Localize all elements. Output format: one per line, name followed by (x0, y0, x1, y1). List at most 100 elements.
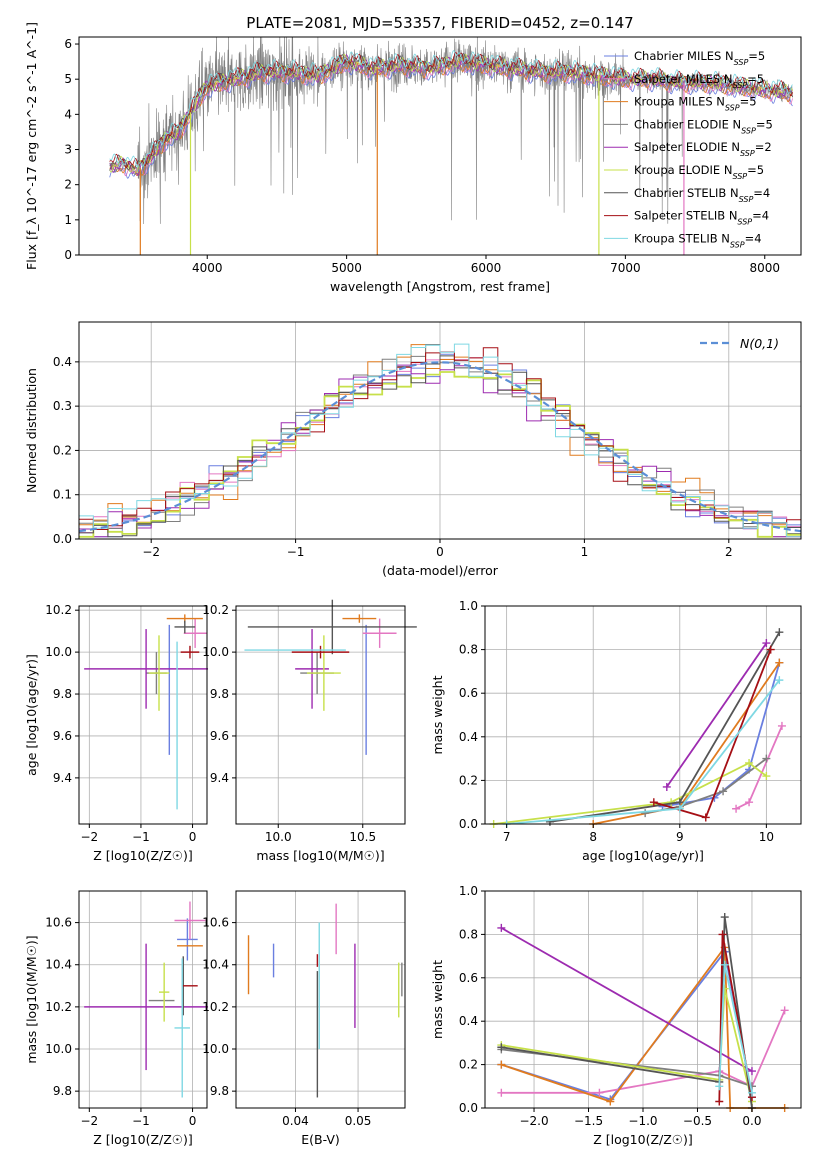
mass-weight-marker (747, 1088, 756, 1097)
y-tick-label: 0.2 (459, 1058, 478, 1072)
residual-histogram (79, 371, 801, 538)
spectrum-model-line (109, 54, 793, 176)
y-tick-label: 9.8 (210, 687, 229, 701)
mass-weight-line (666, 642, 768, 788)
mass-weight-marker (745, 758, 754, 767)
y-tick-label: 1 (64, 213, 72, 227)
y-tick-label: 10.0 (45, 645, 72, 659)
mass-weight-marker (701, 813, 710, 822)
mass-weight-marker (766, 645, 775, 654)
x-tick-label: 9 (676, 830, 684, 844)
x-tick-label: −2 (142, 545, 160, 559)
x-axis-label: Z [log10(Z/Z☉)] (93, 1132, 193, 1147)
mass-weight-marker (762, 754, 771, 763)
x-axis-label: E(B-V) (301, 1132, 340, 1147)
y-tick-label: 10.2 (202, 603, 229, 617)
y-tick-label: 0.4 (53, 355, 72, 369)
residual-histogram (79, 364, 801, 538)
x-tick-label: −1.0 (628, 1114, 657, 1128)
axes-frame (78, 605, 208, 825)
spectrum-panel: 4000 5000 6000 7000 8000 0 1 2 3 4 5 6 wavelength [A… (24, 22, 802, 294)
mass-weight-marker (715, 1097, 724, 1106)
x-axis-label: wavelength [Angstrom, rest frame] (330, 279, 550, 294)
legend-label: Chabrier MILES NSSP=5 (634, 49, 765, 67)
mass-weight-marker (732, 804, 741, 813)
axes-frame (78, 890, 208, 1109)
x-tick-label: 0 (436, 545, 444, 559)
age-vs-Z-panel: −2 −1 0 9.4 9.6 9.8 10.0 10.2 Z [log10(Z/Z☉)] age… (24, 603, 209, 863)
y-axis-label: mass weight (430, 960, 445, 1039)
y-tick-label: 9.8 (210, 1084, 229, 1098)
x-tick-label: 5000 (331, 261, 362, 275)
mass-weight-marker (719, 787, 728, 796)
y-tick-label: 10.0 (45, 1042, 72, 1056)
axes-frame (235, 890, 406, 1109)
age-vs-mass-panel: 10.0 10.5 9.4 9.6 9.8 10.0 10.2 mass [log10(M/M… (202, 599, 417, 863)
y-tick-label: 2 (64, 178, 72, 192)
mass-weight-marker (595, 1088, 604, 1097)
x-tick-label: −1 (287, 545, 305, 559)
x-tick-label: −0.5 (683, 1114, 712, 1128)
x-tick-label: −1 (132, 830, 150, 844)
x-tick-label: 6000 (471, 261, 502, 275)
mass-weight-marker (747, 1067, 756, 1076)
y-tick-label: 4 (64, 107, 72, 121)
legend-label: Salpeter STELIB NSSP=4 (634, 209, 769, 227)
residual-histogram (79, 343, 801, 538)
y-tick-label: 0.2 (459, 773, 478, 787)
x-tick-label: −2 (80, 1114, 98, 1128)
y-tick-label: 10.6 (202, 916, 229, 930)
mass-weight-line (493, 761, 767, 825)
mass-weight-marker (720, 960, 729, 969)
x-tick-label: 0.0 (742, 1114, 761, 1128)
mass-weight-marker (775, 676, 784, 685)
mass-weight-line (549, 631, 781, 823)
axes-frame (78, 36, 802, 256)
x-axis-label: age [log10(age/yr)] (582, 848, 704, 863)
x-tick-label: 4000 (192, 261, 223, 275)
y-tick-label: 6 (64, 37, 72, 51)
mass-weight-marker (777, 721, 786, 730)
mass-weight-line (501, 988, 753, 1102)
mass-vs-EBV-panel: 0.04 0.05 9.8 10.0 10.2 10.4 10.6 E(B-V) (202, 890, 406, 1147)
y-tick-label: 9.6 (210, 729, 229, 743)
y-tick-label: 10.4 (202, 958, 229, 972)
y-tick-label: 10.2 (45, 1000, 72, 1014)
legend-label: Kroupa ELODIE NSSP=5 (634, 163, 764, 181)
weight-vs-Z-panel: −2.0 −1.5 −1.0 −0.5 0.0 0.0 0.2 0.4 0.6 0.8 1.0 Z [… (430, 884, 802, 1147)
gaussian-curve (79, 361, 801, 533)
y-tick-label: 0.4 (459, 730, 478, 744)
y-tick-label: 0.0 (53, 532, 72, 546)
x-tick-label: 8 (589, 830, 597, 844)
mass-weight-marker (775, 628, 784, 637)
weight-vs-age-panel: 7 8 9 10 0.0 0.2 0.4 0.6 0.8 1.0 age [log10(age/yr… (430, 599, 802, 863)
x-tick-label: 0.04 (282, 1114, 309, 1128)
mass-weight-marker (497, 1043, 506, 1052)
x-tick-label: −2.0 (519, 1114, 548, 1128)
mass-weight-marker (775, 658, 784, 667)
y-tick-label: 0.6 (459, 971, 478, 985)
x-tick-label: 10.0 (265, 830, 292, 844)
y-tick-label: 1.0 (459, 599, 478, 613)
legend-label: N(0,1) (740, 336, 779, 351)
legend-label: Chabrier STELIB NSSP=4 (634, 186, 770, 204)
mass-weight-marker (545, 817, 554, 826)
y-tick-label: 0.2 (53, 443, 72, 457)
residual-histogram (79, 355, 801, 538)
y-tick-label: 10.0 (202, 645, 229, 659)
x-tick-label: −1 (132, 1114, 150, 1128)
y-tick-label: 9.6 (53, 729, 72, 743)
mass-weight-marker (497, 923, 506, 932)
y-tick-label: 10.2 (45, 603, 72, 617)
y-axis-label: Flux [f_λ 10^-17 erg cm^-2 s^-1 A^-1] (24, 22, 39, 270)
x-tick-label: 1 (581, 545, 589, 559)
x-axis-label: (data-model)/error (382, 563, 499, 578)
y-tick-label: 0.6 (459, 686, 478, 700)
spectrum-legend: Chabrier MILES NSSP=5 Salpeter MILES NSSP… (604, 49, 773, 249)
mass-weight-line (735, 725, 783, 810)
y-tick-label: 0.3 (53, 399, 72, 413)
mass-weight-marker (780, 1006, 789, 1015)
x-tick-label: 0 (189, 830, 197, 844)
y-tick-label: 0.4 (459, 1014, 478, 1028)
